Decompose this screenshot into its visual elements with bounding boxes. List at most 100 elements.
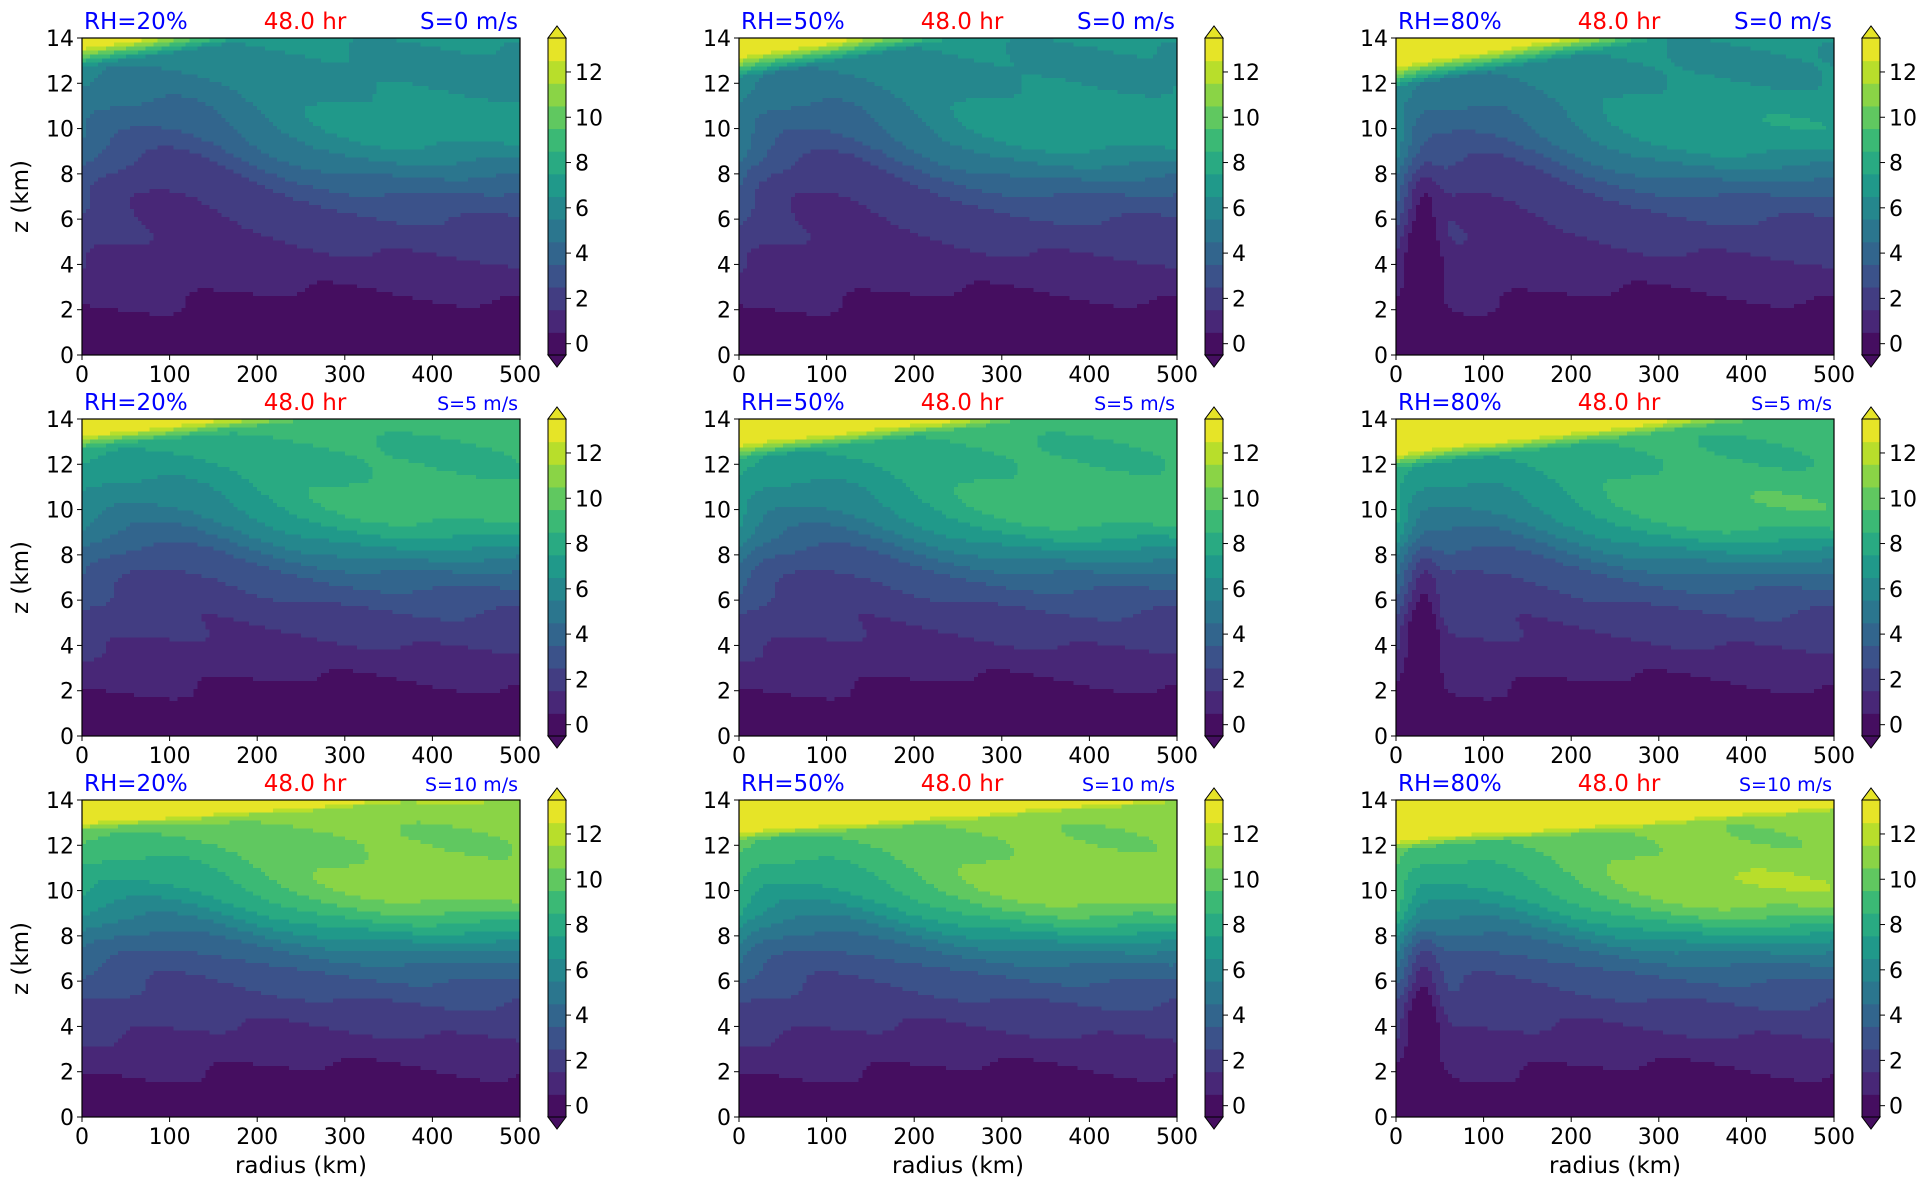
colorbar-segment <box>1862 867 1880 892</box>
contour-cell <box>1415 906 1517 912</box>
contour-cell <box>1419 533 1525 539</box>
contour-cell <box>444 220 521 225</box>
colorbar-tick-label: 0 <box>575 333 589 358</box>
contour-cell <box>1403 914 1413 920</box>
contour-cell <box>1399 502 1409 507</box>
contour-cell <box>1467 105 1509 110</box>
contour-cell <box>125 525 199 531</box>
contour-cell <box>1403 121 1417 126</box>
contour-cell <box>1511 446 1540 452</box>
contour-cell <box>739 160 760 166</box>
contour-cell <box>1173 962 1178 968</box>
contour-cell <box>1439 1002 1736 1007</box>
contour-cell <box>368 462 426 468</box>
contour-cell <box>1447 629 1525 634</box>
contour-cell <box>842 299 1090 305</box>
contour-cell <box>910 676 975 682</box>
contour-cell <box>368 605 497 610</box>
contour-cell <box>739 61 744 67</box>
contour-cell <box>82 486 87 491</box>
contour-cell <box>181 522 222 527</box>
contour-cell <box>1583 45 1604 51</box>
contour-cell <box>82 966 99 971</box>
x-axis-label: radius (km) <box>892 1153 1024 1179</box>
contour-cell <box>237 585 354 590</box>
contour-cell <box>1511 486 1564 491</box>
contour-cell <box>1535 85 1668 91</box>
contour-cell <box>898 918 939 924</box>
contour-cell <box>1419 510 1493 515</box>
contour-cell <box>113 502 159 507</box>
contour-cell <box>1411 192 1425 198</box>
colorbar-segment <box>1862 890 1880 914</box>
contour-cell <box>396 545 473 551</box>
contour-cell <box>1105 466 1166 472</box>
contour-cell <box>739 1049 1178 1055</box>
contour-cell <box>902 823 947 829</box>
contour-cell <box>257 422 521 428</box>
contour-cell <box>137 819 230 825</box>
x-tick-label: 400 <box>1068 744 1110 769</box>
contour-cell <box>1396 851 1405 857</box>
contour-cell <box>233 152 270 158</box>
contour-cell <box>1005 454 1063 460</box>
contour-cell <box>1638 137 1835 142</box>
contour-cell <box>754 129 784 134</box>
contour-cell <box>1455 192 1493 198</box>
contour-cell <box>1415 184 1441 190</box>
contour-cell <box>297 137 350 142</box>
contour-cell <box>981 1065 1079 1071</box>
contour-cell <box>834 57 975 63</box>
contour-cell <box>1654 1057 1692 1063</box>
y-tick-label: 2 <box>717 1061 731 1086</box>
contour-cell <box>1017 470 1130 476</box>
contour-cell <box>336 208 521 213</box>
contour-cell <box>854 73 1023 79</box>
contour-cell <box>1622 565 1835 571</box>
contour-cell <box>1551 53 1572 59</box>
contour-cell <box>739 906 744 912</box>
contour-cell <box>826 450 995 456</box>
contour-cell <box>1403 129 1413 134</box>
contour-cell <box>1806 299 1835 305</box>
x-tick-label: 0 <box>75 744 89 769</box>
contour-cell <box>906 518 959 523</box>
contour-cell <box>1630 525 1688 531</box>
contour-cell <box>1770 192 1835 198</box>
contour-cell <box>500 295 521 301</box>
contour-cell <box>145 986 246 991</box>
contour-cell <box>105 65 163 71</box>
contour-cell <box>304 53 350 59</box>
contour-cell <box>1396 251 1405 257</box>
contour-cell <box>1726 640 1755 646</box>
colorbar-extend-min <box>1204 735 1224 749</box>
contour-cell <box>1407 565 1417 571</box>
contour-cell <box>464 851 513 857</box>
contour-cell <box>121 573 203 579</box>
y-tick-label: 4 <box>60 1015 74 1040</box>
contour-cell <box>878 164 915 170</box>
contour-cell <box>778 1033 1031 1039</box>
contour-cell <box>1411 93 1548 99</box>
contour-cell <box>1714 164 1783 170</box>
contour-cell <box>496 938 521 944</box>
contour-cell <box>1403 883 1421 888</box>
contour-cell <box>1758 1006 1811 1011</box>
contour-cell <box>739 970 760 975</box>
contour-cell <box>1403 200 1413 206</box>
contour-cell <box>93 180 258 186</box>
contour-cell <box>1009 212 1122 217</box>
contour-cell <box>739 529 756 535</box>
contour-cell <box>739 835 748 841</box>
contour-cell <box>82 1109 521 1114</box>
contour-cell <box>1459 53 1481 59</box>
contour-cell <box>516 1037 521 1043</box>
y-tick-label: 0 <box>717 344 731 369</box>
contour-cell <box>739 1010 1178 1015</box>
colorbar-segment <box>1205 668 1223 692</box>
contour-cell <box>1399 1017 1409 1023</box>
contour-cell <box>1396 553 1405 559</box>
contour-cell <box>117 57 322 63</box>
